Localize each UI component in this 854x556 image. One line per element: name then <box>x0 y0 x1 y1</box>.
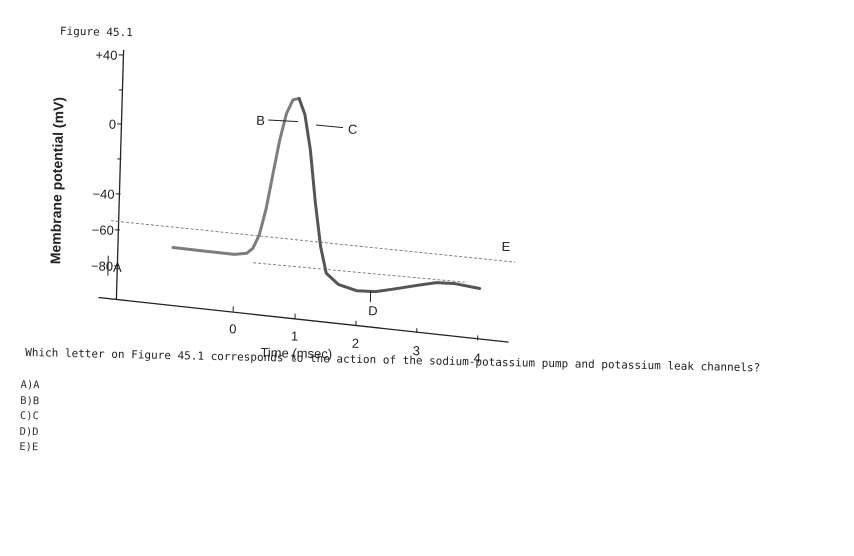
option-e[interactable]: E)E <box>19 440 38 456</box>
y-tick-label: −60 <box>92 222 114 237</box>
x-tick-label: 0 <box>229 321 237 336</box>
y-tick-label: 0 <box>109 117 117 132</box>
option-a[interactable]: A)A <box>20 378 39 394</box>
option-c[interactable]: C)C <box>20 409 39 425</box>
label-leader-line <box>316 125 343 128</box>
x-tick-label: 2 <box>352 336 360 351</box>
threshold-line-upper <box>110 221 516 262</box>
y-tick-label: +40 <box>95 47 117 62</box>
point-label-c: C <box>348 122 358 137</box>
y-axis-label: Membrane potential (mV) <box>47 97 66 265</box>
x-axis-line <box>98 297 510 342</box>
chart-axes <box>98 50 515 343</box>
point-label-d: D <box>368 303 378 318</box>
option-b[interactable]: B)B <box>20 393 39 409</box>
answer-options: A)A B)B C)C D)D E)E <box>19 378 40 456</box>
curve-rising-phase <box>173 96 299 256</box>
threshold-line-lower <box>253 263 465 282</box>
x-tick-label: 1 <box>291 329 299 344</box>
option-d[interactable]: D)D <box>19 424 38 440</box>
point-label-a: A <box>113 260 122 275</box>
y-tick-label: −80 <box>91 258 113 273</box>
point-label-e: E <box>501 239 510 254</box>
curve-falling-phase <box>295 98 483 293</box>
threshold-lines <box>110 221 516 283</box>
membrane-potential-curve <box>172 96 483 294</box>
y-tick-label: −40 <box>92 186 114 201</box>
point-label-b: B <box>256 113 265 128</box>
